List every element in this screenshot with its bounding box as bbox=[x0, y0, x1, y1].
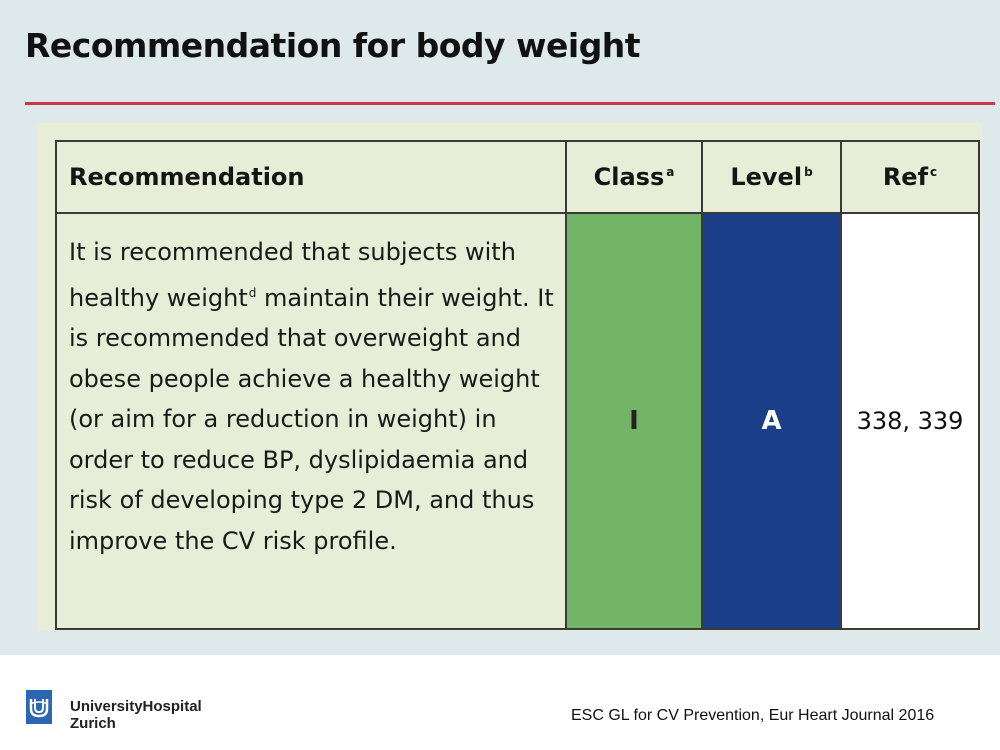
header-recommendation: Recommendation bbox=[55, 140, 567, 214]
header-ref: Ref c bbox=[840, 140, 980, 214]
table-header-row: Recommendation Class a Level b Ref c bbox=[55, 140, 980, 214]
header-level: Level b bbox=[701, 140, 842, 214]
ref-value: 338, 339 bbox=[840, 212, 980, 630]
institution-line2: Zurich bbox=[70, 715, 116, 732]
class-footnote: a bbox=[666, 165, 675, 179]
title-divider bbox=[25, 102, 995, 105]
institution-line1: UniversityHospital bbox=[70, 698, 202, 715]
source-citation: ESC GL for CV Prevention, Eur Heart Jour… bbox=[571, 707, 935, 724]
recommendation-table: Recommendation Class a Level b Ref c It is … bbox=[55, 140, 980, 630]
table-row: It is recommended that subjects with hea… bbox=[55, 212, 980, 630]
level-footnote: b bbox=[804, 165, 813, 179]
ref-footnote: c bbox=[930, 165, 938, 179]
class-value: I bbox=[565, 212, 703, 630]
level-value: A bbox=[701, 212, 842, 630]
recommendation-text: It is recommended that subjects with hea… bbox=[55, 212, 567, 630]
institution-name: UniversityHospital Zurich bbox=[70, 698, 202, 732]
header-class: Class a bbox=[565, 140, 703, 214]
slide-title: Recommendation for body weight bbox=[25, 26, 641, 65]
usz-logo-icon bbox=[26, 690, 52, 724]
weight-footnote: d bbox=[248, 285, 257, 300]
